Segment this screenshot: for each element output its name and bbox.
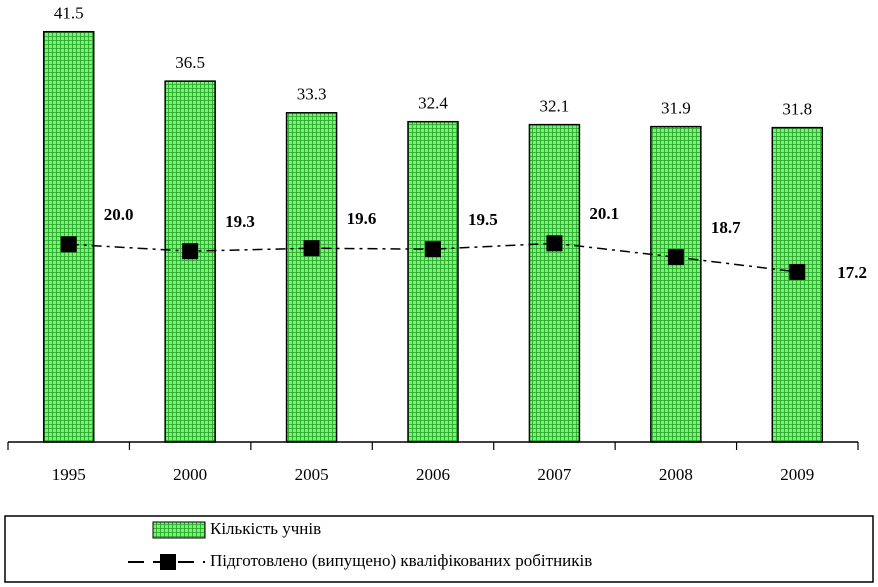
- bar: [285, 112, 338, 443]
- line-marker: [425, 241, 441, 258]
- bar-value-label: 36.5: [175, 53, 205, 72]
- line-value-label: 19.6: [347, 209, 377, 228]
- bar: [164, 80, 216, 443]
- x-tick-label: 2006: [416, 465, 450, 484]
- bar-value-label: 31.8: [782, 100, 812, 119]
- bar-value-label: 41.5: [54, 4, 84, 23]
- legend-label: Кількість учнів: [210, 519, 321, 538]
- legend-label: Підготовлено (випущено) кваліфікованих р…: [210, 551, 592, 570]
- bar-value-label: 31.9: [661, 99, 691, 118]
- line-value-label: 19.3: [225, 212, 255, 231]
- bar: [528, 123, 581, 443]
- line-value-label: 18.7: [711, 218, 741, 237]
- line-value-label: 20.0: [104, 205, 134, 224]
- bar: [407, 120, 459, 443]
- line-marker: [303, 240, 320, 257]
- line-marker: [546, 235, 563, 252]
- x-tick-label: 1995: [52, 465, 86, 484]
- line-marker: [789, 263, 806, 280]
- x-tick-label: 2005: [295, 465, 329, 484]
- x-tick-label: 2000: [173, 465, 207, 484]
- legend-marker: [160, 554, 176, 570]
- bar-value-label: 32.1: [540, 97, 570, 116]
- line-value-label: 19.5: [468, 210, 498, 229]
- bar: [771, 126, 824, 443]
- line-value-label: 17.2: [837, 263, 867, 282]
- x-tick-label: 2008: [659, 465, 693, 484]
- line-marker: [182, 243, 199, 260]
- bar-value-label: 32.4: [418, 94, 448, 113]
- line-value-label: 20.1: [589, 204, 619, 223]
- legend-box: [4, 515, 874, 583]
- line-marker: [60, 236, 77, 253]
- x-tick-label: 2009: [780, 465, 814, 484]
- bar-value-label: 33.3: [297, 85, 327, 104]
- bar: [650, 125, 702, 443]
- legend-swatch: [152, 521, 206, 539]
- line-marker: [667, 249, 684, 266]
- x-tick-label: 2007: [537, 465, 572, 484]
